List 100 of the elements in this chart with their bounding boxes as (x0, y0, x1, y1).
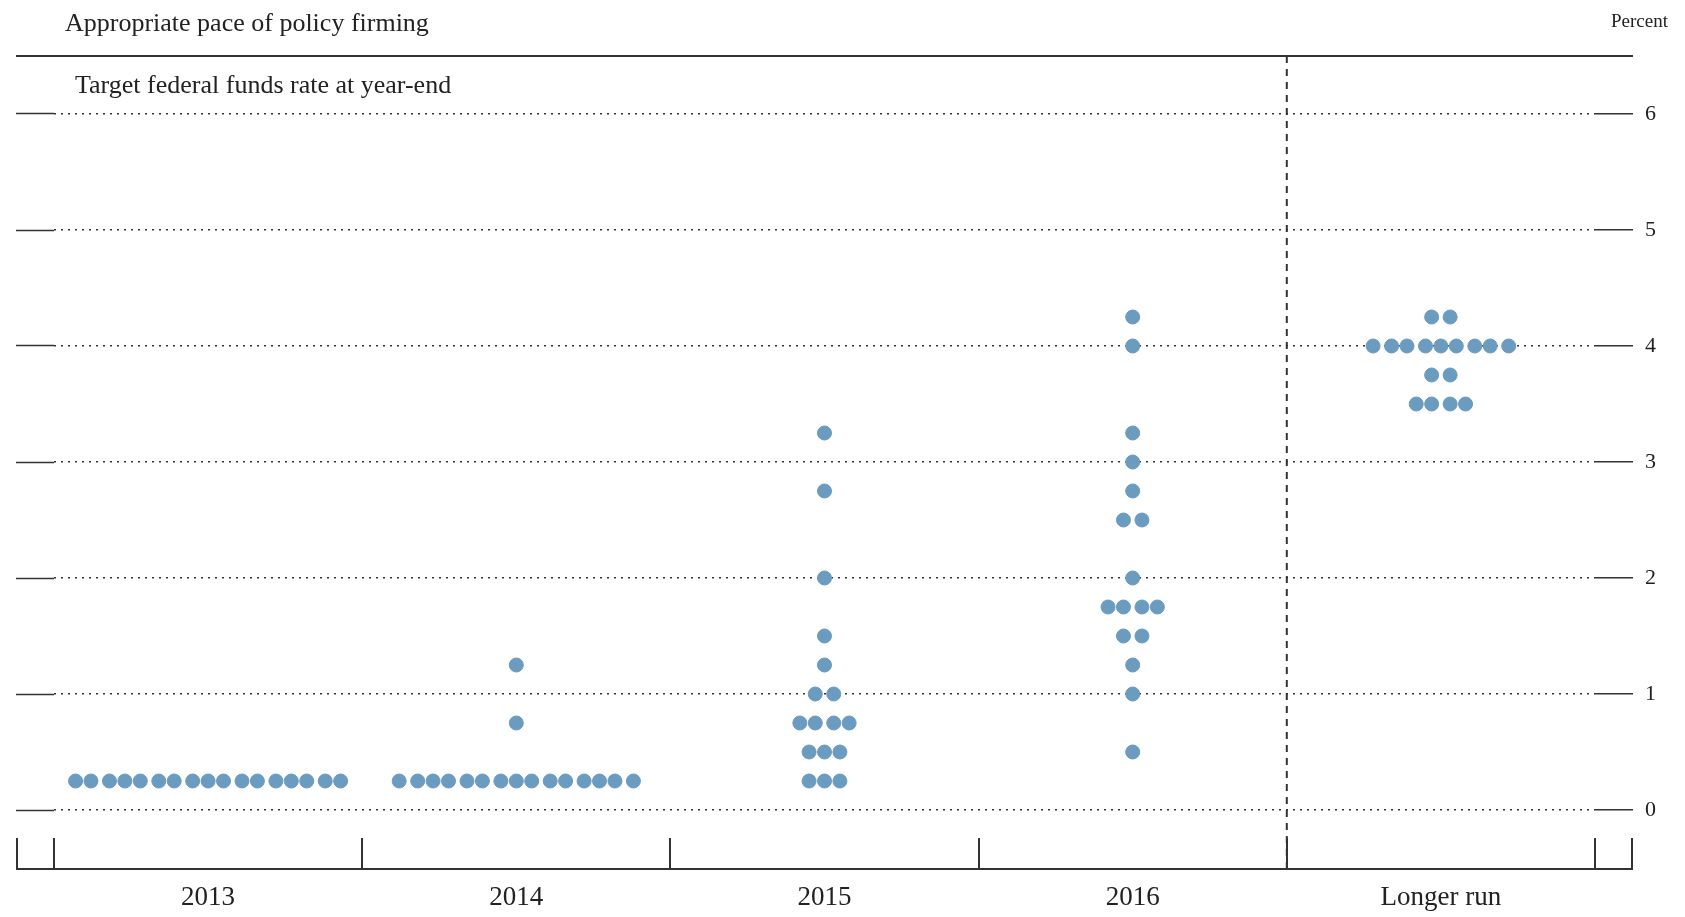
point (607, 773, 623, 789)
point (817, 570, 832, 586)
point (1442, 367, 1458, 383)
point (807, 715, 823, 731)
point (425, 773, 441, 789)
x-tick-label: 2013 (181, 881, 236, 912)
point (1399, 338, 1415, 354)
point (474, 773, 490, 789)
point (1424, 309, 1440, 325)
point (410, 773, 426, 789)
point (801, 744, 817, 760)
y-tick-label: 2 (1645, 563, 1656, 589)
point (1125, 686, 1141, 702)
point (826, 686, 842, 702)
point (832, 773, 848, 789)
point (1424, 367, 1440, 383)
point (268, 773, 284, 789)
point (1482, 338, 1498, 354)
point (234, 773, 250, 789)
y-tick-label: 6 (1645, 99, 1656, 125)
point (1125, 309, 1141, 325)
point (299, 773, 315, 789)
y-tick-label: 3 (1645, 447, 1656, 473)
point (542, 773, 558, 789)
point (1417, 338, 1433, 354)
point (493, 773, 509, 789)
point (1448, 338, 1464, 354)
point (1100, 599, 1116, 615)
point (1433, 338, 1449, 354)
point (1442, 309, 1458, 325)
point (1365, 338, 1381, 354)
point (817, 657, 832, 673)
point (817, 483, 832, 499)
point (1115, 599, 1131, 615)
point (283, 773, 299, 789)
point (200, 773, 216, 789)
x-tick-label: 2014 (489, 881, 544, 912)
y-tick-label: 1 (1645, 679, 1656, 705)
point (1125, 570, 1141, 586)
point (1384, 338, 1400, 354)
y-tick-label: 4 (1645, 331, 1656, 357)
point (441, 773, 456, 789)
point (151, 773, 167, 789)
point (817, 744, 832, 760)
point (1134, 628, 1150, 644)
point (132, 773, 148, 789)
point (391, 773, 407, 789)
point (1125, 483, 1141, 499)
point (317, 773, 333, 789)
point (1408, 396, 1424, 412)
x-tick-label: 2016 (1105, 881, 1160, 912)
point (249, 773, 265, 789)
point (817, 425, 832, 441)
point (832, 744, 848, 760)
point (1149, 599, 1165, 615)
point (166, 773, 182, 789)
point (185, 773, 201, 789)
point (508, 657, 524, 673)
point (801, 773, 817, 789)
y-tick-label: 0 (1645, 795, 1656, 821)
y-tick-label: 5 (1645, 215, 1656, 241)
point (83, 773, 99, 789)
point (1125, 454, 1141, 470)
point (817, 628, 832, 644)
point (1125, 744, 1141, 760)
point (1442, 396, 1458, 412)
point (101, 773, 117, 789)
point (792, 715, 808, 731)
point (1115, 628, 1131, 644)
point (625, 773, 641, 789)
point (807, 686, 823, 702)
point (1134, 512, 1150, 528)
point (558, 773, 574, 789)
point (1125, 338, 1141, 354)
point (508, 715, 524, 731)
point (459, 773, 475, 789)
point (1501, 338, 1517, 354)
point (68, 773, 84, 789)
point (1125, 657, 1141, 673)
y-axis-title: Percent (1611, 9, 1669, 31)
point (117, 773, 133, 789)
point (1458, 396, 1474, 412)
point (1467, 338, 1483, 354)
point (576, 773, 592, 789)
text: Target federal funds rate at year-end (75, 69, 452, 99)
chart-title: Appropriate pace of policy firming (65, 7, 429, 37)
point (592, 773, 608, 789)
point (1424, 396, 1440, 412)
point (508, 773, 524, 789)
point (333, 773, 349, 789)
point (524, 773, 540, 789)
point (841, 715, 857, 731)
point (826, 715, 842, 731)
point (216, 773, 232, 789)
point (1115, 512, 1131, 528)
x-tick-label: Longer run (1380, 881, 1502, 912)
point (1125, 425, 1141, 441)
point (1134, 599, 1150, 615)
point (817, 773, 832, 789)
x-tick-label: 2015 (797, 881, 852, 912)
